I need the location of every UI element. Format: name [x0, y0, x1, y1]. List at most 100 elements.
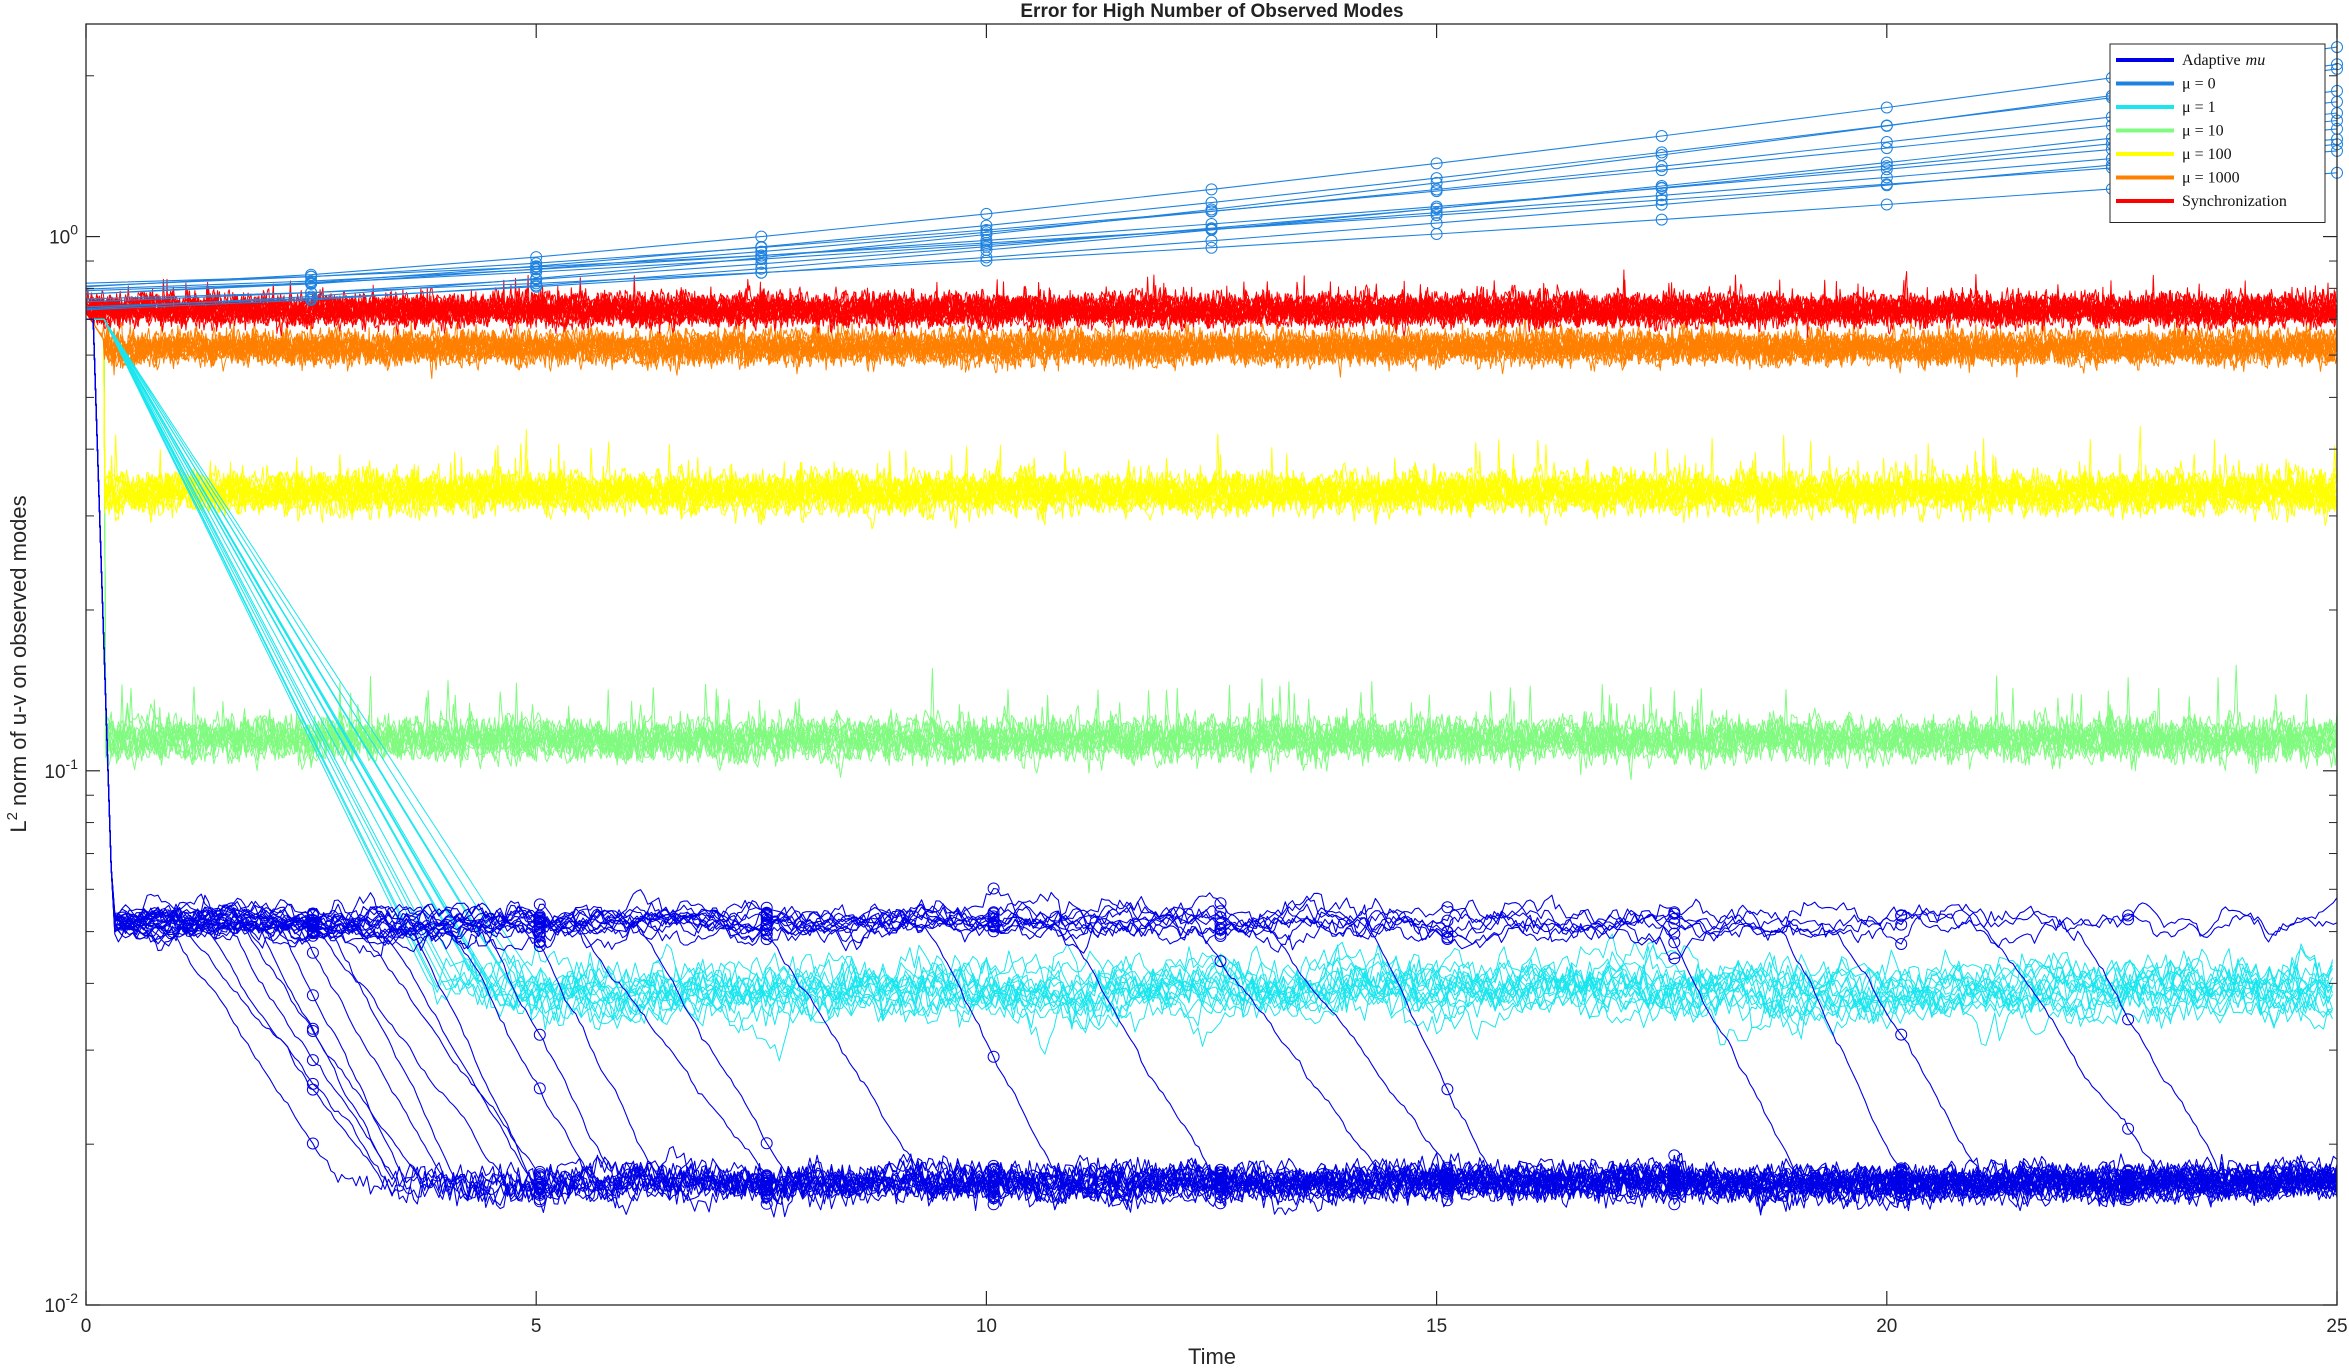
marker [1895, 918, 1908, 931]
marker [1895, 938, 1908, 950]
marker [530, 273, 543, 286]
marker [1441, 901, 1454, 914]
marker [980, 224, 993, 236]
series-μ=10-run [85, 312, 2338, 768]
series-μ=10-run [85, 312, 2338, 772]
marker [980, 234, 993, 247]
marker [987, 906, 1000, 919]
legend-item: μ = 10 [2116, 123, 2224, 140]
marker [1205, 241, 1218, 254]
x-tick-label: 20 [1876, 1316, 1897, 1337]
series-adaptive-run [86, 318, 2338, 1194]
legend: Adaptive mu μ = 0 μ = 1 μ = 10 μ = 100 μ = 100… [2109, 43, 2326, 223]
y-tick-label-base: 10 [49, 228, 70, 249]
marker [1668, 1182, 1681, 1194]
marker [1880, 119, 1893, 132]
marker [1880, 179, 1893, 192]
marker [1880, 101, 1893, 114]
axes [85, 23, 2338, 1306]
marker [1430, 200, 1443, 213]
marker [1214, 930, 1227, 942]
marker [1441, 1194, 1454, 1207]
marker [533, 935, 546, 948]
y-axis-label-rest: norm of u-v on observed modes [6, 495, 31, 812]
series-mu1-run [86, 318, 2333, 1021]
marker [1205, 205, 1218, 218]
legend-label: μ = 1000 [2182, 170, 2240, 187]
marker [987, 1050, 1000, 1063]
series-adaptive-run [86, 318, 2338, 1201]
marker [1214, 897, 1227, 910]
series-mu0-run [85, 101, 2338, 287]
marker [760, 1197, 773, 1210]
series-μ=1000-run [85, 312, 2338, 365]
y-tick-label-base: 10 [44, 762, 65, 783]
y-axis-label: L2 norm of u-v on observed modes [4, 495, 31, 832]
legend-label-text: μ = 1000 [2182, 170, 2240, 187]
series-Synchronization-run [85, 269, 2337, 325]
marker [987, 1190, 1000, 1203]
marker [1430, 217, 1443, 230]
y-tick-label: 100 [49, 222, 78, 249]
legend-label: μ = 1 [2182, 99, 2216, 116]
series-adaptive-run [86, 318, 2338, 1207]
y-tick-label: 10-2 [44, 1290, 78, 1317]
series-mu0-run [85, 172, 2338, 300]
marker [530, 266, 543, 278]
series-Synchronization-run [85, 274, 2337, 326]
x-tick-label: 5 [531, 1316, 542, 1337]
series-mu1-run [86, 318, 2333, 1055]
x-axis-label: Time [1188, 1344, 1236, 1368]
legend-item: μ = 0 [2116, 76, 2216, 93]
series-adaptive-run [86, 318, 2338, 1208]
plot-area [85, 41, 2343, 1218]
chart-title: Error for High Number of Observed Modes [1020, 1, 1403, 22]
marker [1655, 182, 1668, 195]
marker [305, 270, 318, 283]
marker [2122, 1013, 2135, 1026]
series-mu0-run [85, 119, 2338, 303]
marker [306, 1137, 319, 1150]
marker [755, 253, 768, 266]
marker [305, 292, 318, 305]
y-axis-label-superscript: 2 [4, 812, 21, 820]
marker [980, 207, 993, 220]
marker [306, 1022, 319, 1035]
marker [1430, 157, 1443, 170]
marker [533, 1188, 546, 1201]
marker [530, 280, 543, 293]
series-mu1-run [86, 318, 2333, 1030]
marker [533, 1028, 546, 1041]
marker [1895, 1181, 1908, 1194]
marker [1430, 185, 1443, 198]
x-tick-label: 25 [2326, 1316, 2347, 1337]
marker [305, 277, 318, 290]
marker [306, 1077, 319, 1090]
marker [987, 1159, 1000, 1172]
marker [1441, 914, 1454, 927]
marker [760, 1184, 773, 1197]
marker [1880, 171, 1893, 184]
legend-box [2109, 43, 2326, 223]
marker [1214, 911, 1227, 924]
y-tick-label-exp: 0 [70, 222, 78, 238]
legend-item: μ = 100 [2116, 146, 2232, 163]
marker [1655, 194, 1668, 206]
marker [1655, 198, 1668, 211]
marker [755, 249, 768, 262]
legend-label: Synchronization [2182, 193, 2287, 210]
marker [306, 989, 319, 1002]
series-adaptive-run [86, 318, 2338, 951]
legend-label-text: Synchronization [2182, 193, 2287, 210]
marker [1895, 1028, 1908, 1041]
series-mu1-run [86, 318, 2333, 1047]
marker [533, 1182, 546, 1194]
marker [1205, 223, 1218, 236]
marker [530, 251, 543, 264]
marker [755, 266, 768, 279]
series-μ=100-run [85, 312, 2337, 526]
marker [755, 241, 768, 254]
marker [980, 254, 993, 267]
marker [1205, 183, 1218, 196]
